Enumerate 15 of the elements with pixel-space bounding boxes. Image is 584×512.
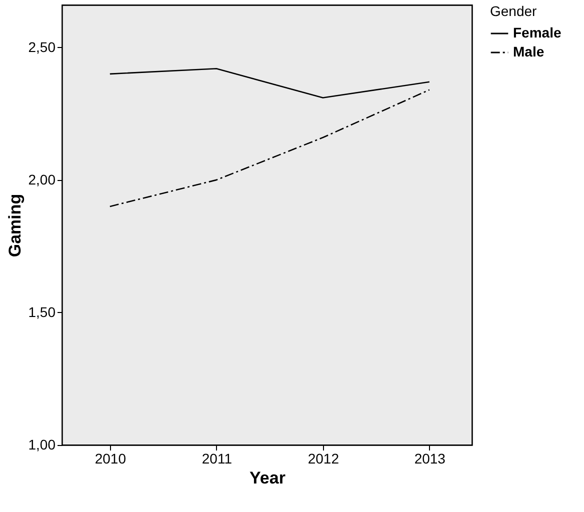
legend-label: Male [513,44,544,60]
y-tick-label: 2,00 [28,171,56,188]
legend-title: Gender [490,3,538,19]
line-series [109,68,430,98]
x-tick-label: 2012 [308,450,340,466]
y-axis-title: Gaming [5,194,24,258]
x-tick-label: 2013 [414,450,446,466]
x-tick-label: 2010 [94,450,126,466]
line-series [109,89,430,208]
x-tick-label: 2011 [202,450,232,466]
x-axis-title: Year [250,468,286,488]
y-tick-label: 1,00 [28,436,56,452]
legend-label: Female [513,24,562,40]
y-tick-label: 1,50 [28,304,56,320]
y-tick-label: 2,50 [28,38,56,55]
